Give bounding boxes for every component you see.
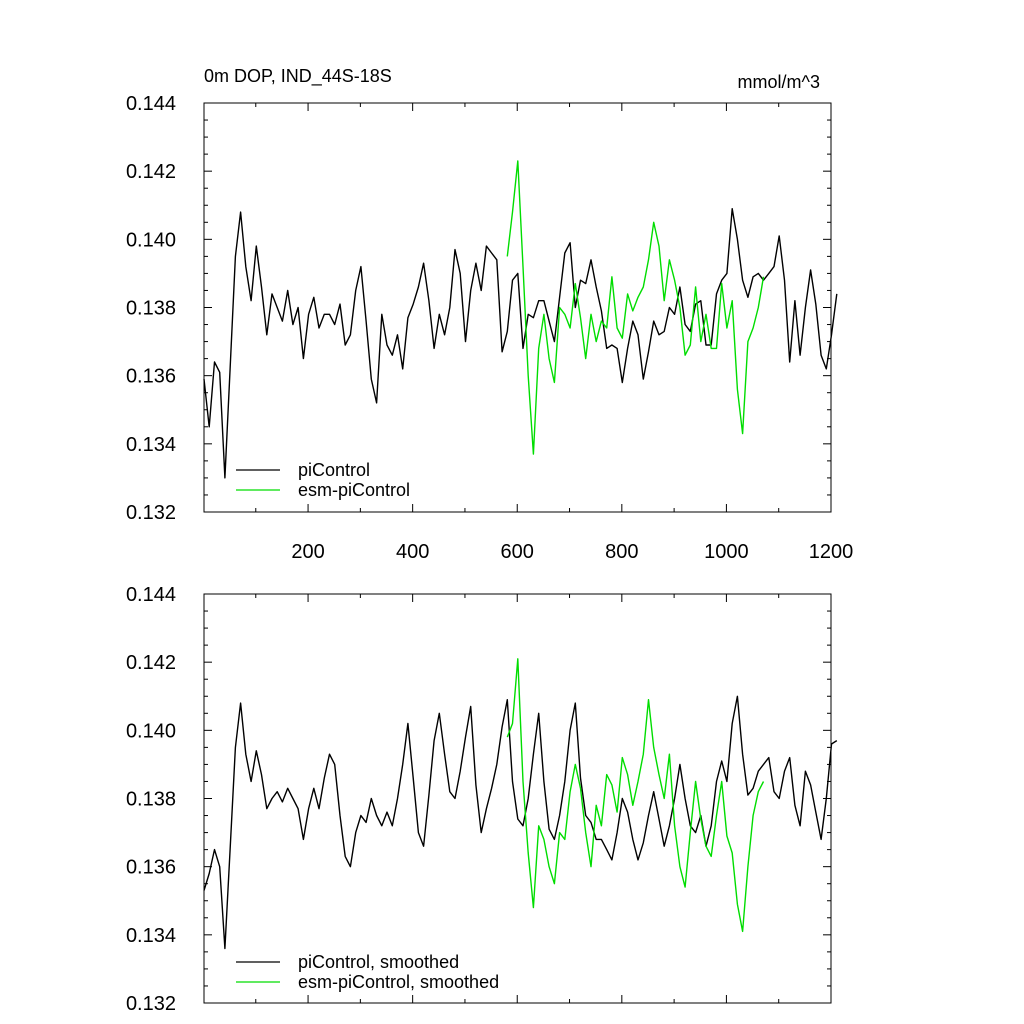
- legend-label-esm-picontrol: esm-piControl: [298, 480, 410, 500]
- y-tick-label: 0.136: [126, 857, 176, 879]
- x-tick-label: 400: [396, 541, 429, 563]
- y-tick-label: 0.144: [126, 93, 176, 115]
- series-line-picontrol-smoothed: [203, 695, 838, 950]
- series-line-esm-picontrol-smoothed: [506, 658, 765, 933]
- top-panel-title: 0m DOP, IND_44S-18S: [204, 66, 392, 87]
- top-panel-units: mmol/m^3: [738, 72, 820, 92]
- y-tick-label: 0.142: [126, 161, 176, 183]
- x-tick-label: 200: [291, 541, 324, 563]
- y-tick-label: 0.144: [126, 584, 176, 606]
- bottom-plot-frame: [203, 593, 832, 1004]
- series-line-esm-picontrol: [506, 160, 765, 455]
- y-tick-label: 0.134: [126, 925, 176, 947]
- y-tick-label: 0.140: [126, 229, 176, 251]
- top-legend: piControl esm-piControl: [236, 460, 410, 500]
- x-tick-label: 1000: [704, 541, 749, 563]
- y-tick-label: 0.136: [126, 366, 176, 388]
- top-plot-frame: [203, 102, 832, 513]
- y-tick-label: 0.132: [126, 993, 176, 1015]
- legend-label-picontrol-smoothed: piControl, smoothed: [298, 952, 459, 972]
- y-tick-label: 0.142: [126, 652, 176, 674]
- bottom-panel: 0.132 0.134 0.136 0.138 0.140 0.142 0.144 piCo…: [126, 584, 838, 1015]
- y-tick-label: 0.138: [126, 298, 176, 320]
- y-tick-label: 0.138: [126, 789, 176, 811]
- y-tick-label: 0.132: [126, 502, 176, 524]
- top-panel: 0m DOP, IND_44S-18S mmol/m^3 0.132 0.134 0…: [126, 66, 853, 563]
- x-tick-label: 600: [501, 541, 534, 563]
- bottom-legend: piControl, smoothed esm-piControl, smoot…: [236, 952, 499, 992]
- x-tick-label: 800: [605, 541, 638, 563]
- y-tick-label: 0.134: [126, 434, 176, 456]
- y-tick-label: 0.140: [126, 720, 176, 742]
- legend-label-esm-picontrol-smoothed: esm-piControl, smoothed: [298, 972, 499, 992]
- series-line-picontrol: [203, 207, 838, 479]
- legend-label-picontrol: piControl: [298, 460, 370, 480]
- x-tick-label: 1200: [809, 541, 854, 563]
